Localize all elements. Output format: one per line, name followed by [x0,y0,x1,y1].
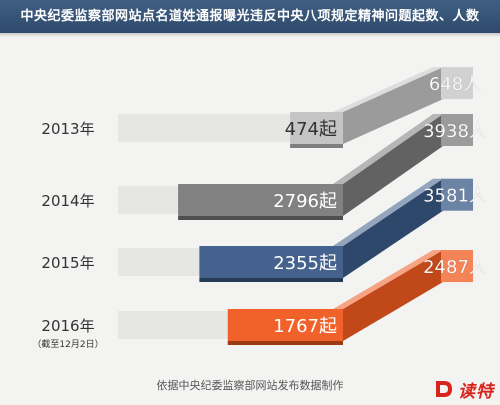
category-note: （截至12月2日） [32,338,103,350]
cases-bar-bottom-edge [290,144,343,148]
cases-bar [290,112,343,144]
people-block-end [441,250,473,283]
people-block-side [343,178,443,278]
cases-bar-bottom-edge [178,216,343,220]
brand-text: 读特 [458,381,494,402]
cases-value-label: 474起 [285,119,337,140]
people-block-side [343,250,443,341]
people-block-end [441,178,473,211]
chart-canvas: 2013年 474起 648人 2014年 2796起 3938人 2015年 2355起 35… [32,67,487,350]
brand-logo: 读特 [433,377,494,402]
people-block-end [441,114,473,146]
people-block-top [333,250,443,309]
cases-value-label: 1767起 [273,316,337,337]
category-label: 2016年 [41,317,94,335]
people-value-label: 2487人 [423,257,487,278]
category-label: 2014年 [41,192,94,210]
people-value-label: 3938人 [423,121,487,142]
cases-bar-bottom-edge [199,278,343,282]
category-label: 2013年 [41,120,94,138]
source-note: 依据中央纪委监察部网站发布数据制作 [156,379,344,392]
people-block-side [343,67,443,144]
people-value-label: 648人 [429,74,481,95]
cases-bar [178,184,343,216]
brand-d-icon [436,381,452,397]
people-block-top [333,178,443,246]
people-block-end [441,67,473,100]
cases-bar [199,246,343,278]
people-block-side [343,114,443,216]
chart-title: 中央纪委监察部网站点名道姓通报曝光违反中央八项规定精神问题起数、人数 [0,0,500,37]
cases-value-label: 2796起 [273,191,337,212]
cases-bar-bottom-edge [227,341,343,345]
category-label: 2015年 [41,254,94,272]
people-block-top [333,67,443,112]
people-value-label: 3581人 [423,186,487,207]
cases-value-label: 2355起 [273,253,337,274]
people-block-top [333,114,443,184]
cases-bar [227,309,343,341]
